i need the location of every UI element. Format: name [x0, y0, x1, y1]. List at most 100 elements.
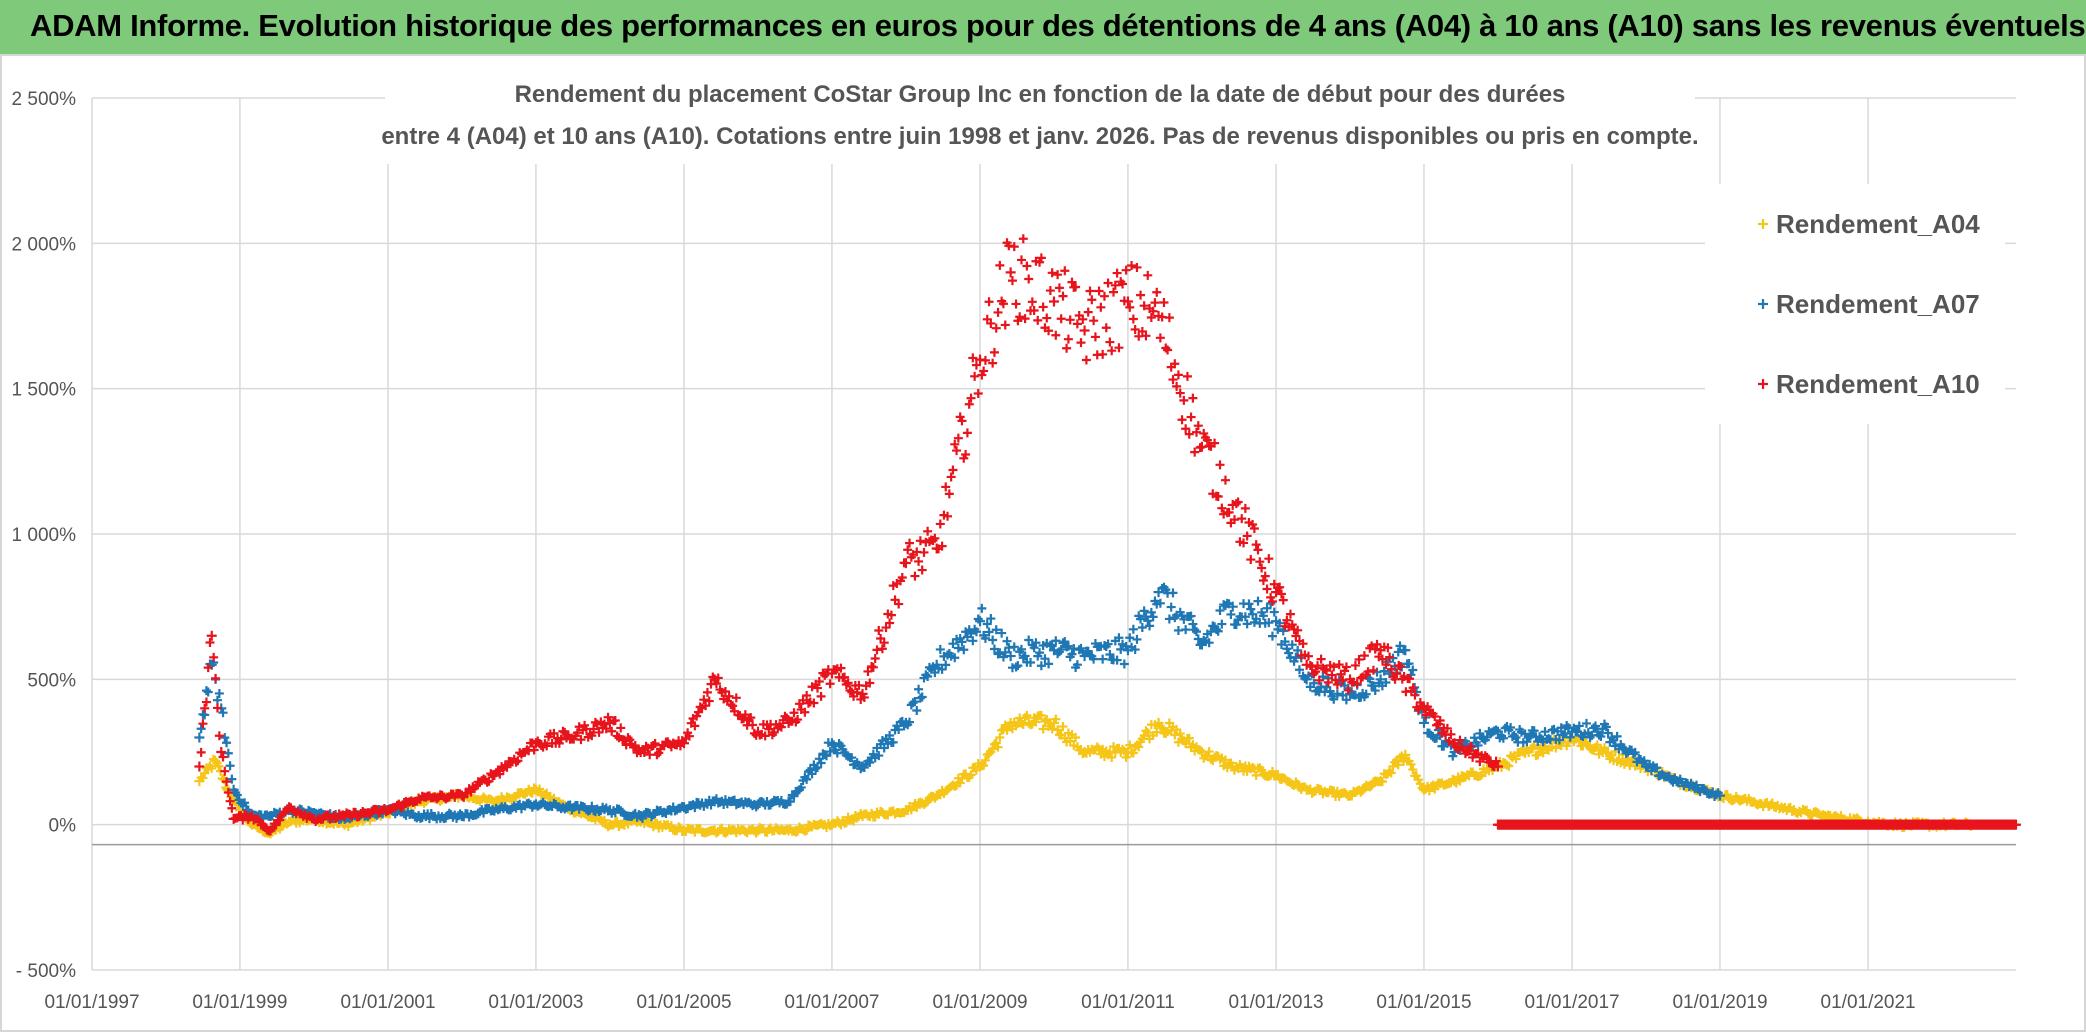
- data-point: [964, 399, 974, 409]
- data-point: [785, 797, 795, 807]
- data-point: [601, 724, 611, 734]
- data-point: [225, 796, 235, 806]
- data-point: [1248, 609, 1258, 619]
- data-point: [816, 691, 826, 701]
- data-point: [764, 724, 774, 734]
- data-point: [966, 770, 976, 780]
- data-point: [599, 815, 609, 825]
- data-point: [1325, 686, 1335, 696]
- data-point: [1044, 326, 1054, 336]
- data-point: [594, 727, 604, 737]
- data-point: [1038, 302, 1048, 312]
- data-point: [1009, 242, 1019, 252]
- data-point: [1026, 658, 1036, 668]
- data-point: [1164, 313, 1174, 323]
- data-point: [1175, 388, 1185, 398]
- data-point: [751, 828, 761, 838]
- x-tick-label: 01/01/1999: [192, 992, 287, 1013]
- data-point: [863, 666, 873, 676]
- data-point: [1273, 624, 1283, 634]
- data-point: [825, 679, 835, 689]
- data-point: [980, 755, 990, 765]
- data-point: [1269, 607, 1279, 617]
- data-point: [923, 672, 933, 682]
- data-point: [1226, 609, 1236, 619]
- data-point: [1170, 730, 1180, 740]
- data-point: [937, 541, 947, 551]
- data-point: [225, 761, 235, 771]
- data-point: [1031, 638, 1041, 648]
- data-point: [1361, 689, 1371, 699]
- data-point: [1056, 644, 1066, 654]
- data-point: [728, 701, 738, 711]
- data-point: [1053, 725, 1063, 735]
- data-point: [908, 698, 918, 708]
- data-point: [993, 742, 1003, 752]
- data-point: [915, 693, 925, 703]
- data-point: [200, 768, 210, 778]
- data-point: [946, 472, 956, 482]
- data-point: [930, 668, 940, 678]
- data-point: [1404, 659, 1414, 669]
- y-tick-label: 0%: [49, 816, 77, 837]
- data-point: [1099, 291, 1109, 301]
- data-point: [1594, 730, 1604, 740]
- data-point: [1143, 270, 1153, 280]
- data-point: [885, 730, 895, 740]
- data-point: [650, 817, 660, 827]
- data-point: [1071, 732, 1081, 742]
- data-point: [1083, 646, 1093, 656]
- data-point: [917, 565, 927, 575]
- data-point: [1341, 662, 1351, 672]
- data-point: [1264, 618, 1274, 628]
- data-point: [1370, 644, 1380, 654]
- data-point: [993, 307, 1003, 317]
- data-point: [194, 732, 205, 743]
- data-point: [240, 809, 250, 819]
- data-point: [701, 701, 711, 711]
- data-point: [1204, 747, 1214, 757]
- data-point: [1215, 605, 1225, 615]
- data-point: [207, 763, 217, 773]
- data-point: [511, 757, 521, 767]
- data-point: [1291, 631, 1301, 641]
- data-point: [910, 571, 920, 581]
- data-point: [865, 678, 875, 688]
- data-point: [1020, 651, 1030, 661]
- data-point: [1258, 576, 1268, 586]
- data-point: [1713, 788, 1723, 798]
- data-point: [542, 741, 552, 751]
- data-point: [1639, 756, 1649, 766]
- data-point: [535, 784, 545, 794]
- data-point: [1363, 667, 1373, 677]
- legend-label: Rendement_A10: [1776, 369, 1980, 399]
- data-point: [1592, 740, 1602, 750]
- data-point: [1076, 643, 1086, 653]
- data-point: [1181, 424, 1191, 434]
- data-point: [1267, 631, 1277, 641]
- data-point: [970, 371, 980, 381]
- data-point: [1316, 654, 1326, 664]
- data-point: [1182, 371, 1192, 381]
- data-point: [962, 428, 972, 438]
- data-point: [1480, 751, 1490, 761]
- data-point: [1343, 685, 1353, 695]
- data-point: [820, 670, 830, 680]
- data-point: [1590, 721, 1600, 731]
- data-point: [556, 734, 566, 744]
- data-point: [1581, 718, 1591, 728]
- data-point: [1289, 656, 1299, 666]
- y-tick-label: 500%: [27, 670, 76, 691]
- data-point: [495, 769, 505, 779]
- data-point: [702, 687, 712, 697]
- data-point: [1356, 787, 1366, 797]
- data-point: [874, 751, 884, 761]
- data-point: [1024, 274, 1034, 284]
- data-point: [1758, 299, 1768, 309]
- data-point: [513, 756, 523, 766]
- x-tick-label: 01/01/2015: [1376, 992, 1471, 1013]
- data-point: [1009, 642, 1019, 652]
- data-point: [840, 672, 850, 682]
- data-point: [1000, 647, 1010, 657]
- data-point: [1112, 268, 1122, 278]
